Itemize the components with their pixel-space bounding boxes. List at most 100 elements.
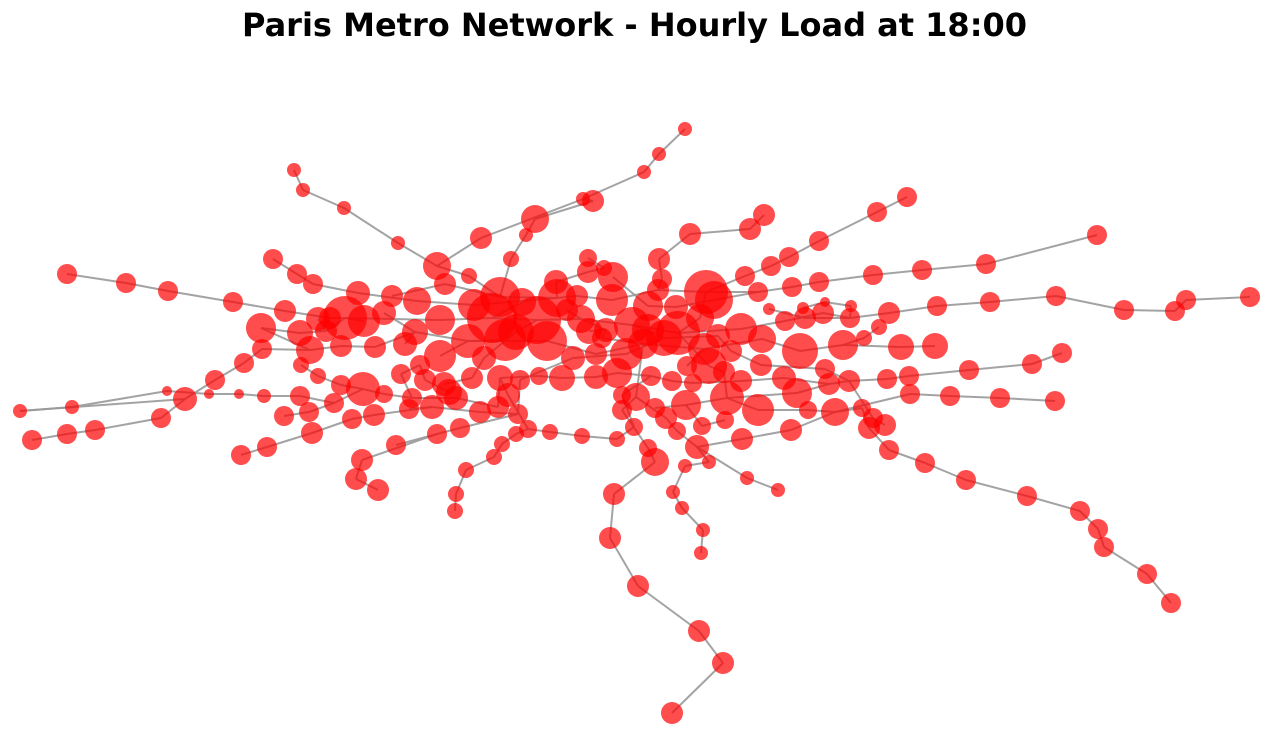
station-node [627, 575, 649, 597]
station-node [223, 292, 243, 312]
station-node [696, 523, 710, 537]
station-node [693, 417, 711, 435]
station-node [461, 268, 477, 284]
station-node [331, 375, 351, 395]
station-node [1094, 537, 1114, 557]
station-node [750, 354, 772, 376]
station-node [671, 390, 701, 420]
station-node [780, 419, 802, 441]
station-node [879, 440, 899, 460]
station-node [632, 314, 664, 346]
station-node [877, 369, 897, 389]
station-node [13, 404, 27, 418]
station-node [685, 435, 709, 459]
station-node [867, 202, 887, 222]
station-node [735, 266, 755, 286]
station-node [470, 227, 492, 249]
station-node [820, 297, 830, 307]
station-node [1022, 354, 1042, 374]
station-node [510, 370, 530, 390]
station-node [959, 360, 979, 380]
station-node [391, 236, 405, 250]
station-node [303, 274, 323, 294]
station-node [661, 702, 683, 724]
station-node [263, 249, 283, 269]
station-node [912, 260, 932, 280]
edge [71, 390, 168, 408]
station-node [1017, 486, 1037, 506]
station-node [599, 527, 621, 549]
station-node [652, 147, 666, 161]
stations-layer [13, 122, 1260, 724]
station-node [574, 428, 590, 444]
station-node [678, 122, 692, 136]
station-node [65, 400, 79, 414]
edge [968, 363, 1033, 371]
station-node [592, 328, 612, 348]
station-node [677, 356, 697, 376]
station-node [809, 272, 829, 292]
station-node [899, 366, 919, 386]
station-node [678, 459, 692, 473]
station-node [1046, 286, 1066, 306]
station-node [519, 420, 537, 438]
station-node [363, 404, 385, 426]
edge [989, 295, 1057, 303]
station-node [1088, 519, 1108, 539]
station-node [639, 439, 657, 457]
station-node [57, 424, 77, 444]
station-node [423, 252, 451, 280]
station-node [922, 333, 948, 359]
station-node [257, 389, 271, 403]
station-node [809, 231, 829, 251]
station-node [828, 330, 858, 360]
station-node [393, 332, 417, 356]
station-node [782, 378, 812, 408]
station-node [484, 319, 526, 361]
station-node [342, 409, 362, 429]
chart-title: Paris Metro Network - Hourly Load at 18:… [241, 6, 1028, 44]
edge [1055, 295, 1125, 311]
station-node [645, 398, 665, 418]
station-node [162, 386, 172, 396]
station-node [461, 367, 483, 389]
station-node [863, 408, 883, 428]
edge [637, 585, 700, 632]
station-node [85, 420, 105, 440]
station-node [990, 388, 1010, 408]
station-node [521, 205, 549, 233]
station-node [980, 292, 1000, 312]
station-node [345, 468, 367, 490]
station-node [647, 279, 669, 301]
station-node [662, 371, 682, 391]
station-node [739, 218, 761, 240]
station-node [779, 247, 799, 267]
edge [302, 189, 345, 209]
station-node [486, 449, 502, 465]
station-node [976, 254, 996, 274]
edge [908, 369, 970, 377]
station-node [840, 308, 860, 328]
station-node [716, 411, 734, 429]
edge [167, 290, 234, 303]
station-node [458, 462, 474, 478]
station-node [173, 387, 197, 411]
station-node [742, 394, 774, 426]
station-node [641, 366, 661, 386]
station-node [694, 546, 708, 560]
station-node [116, 273, 136, 293]
station-node [713, 361, 735, 383]
station-node [596, 284, 628, 316]
station-node [274, 300, 296, 322]
station-node [740, 471, 754, 485]
station-node [712, 652, 734, 674]
station-node [414, 369, 436, 391]
station-node [838, 370, 860, 392]
station-node [549, 365, 575, 391]
station-node [296, 336, 324, 364]
station-node [863, 265, 883, 285]
station-node [425, 305, 455, 335]
station-node [434, 273, 456, 295]
station-node [585, 343, 607, 365]
